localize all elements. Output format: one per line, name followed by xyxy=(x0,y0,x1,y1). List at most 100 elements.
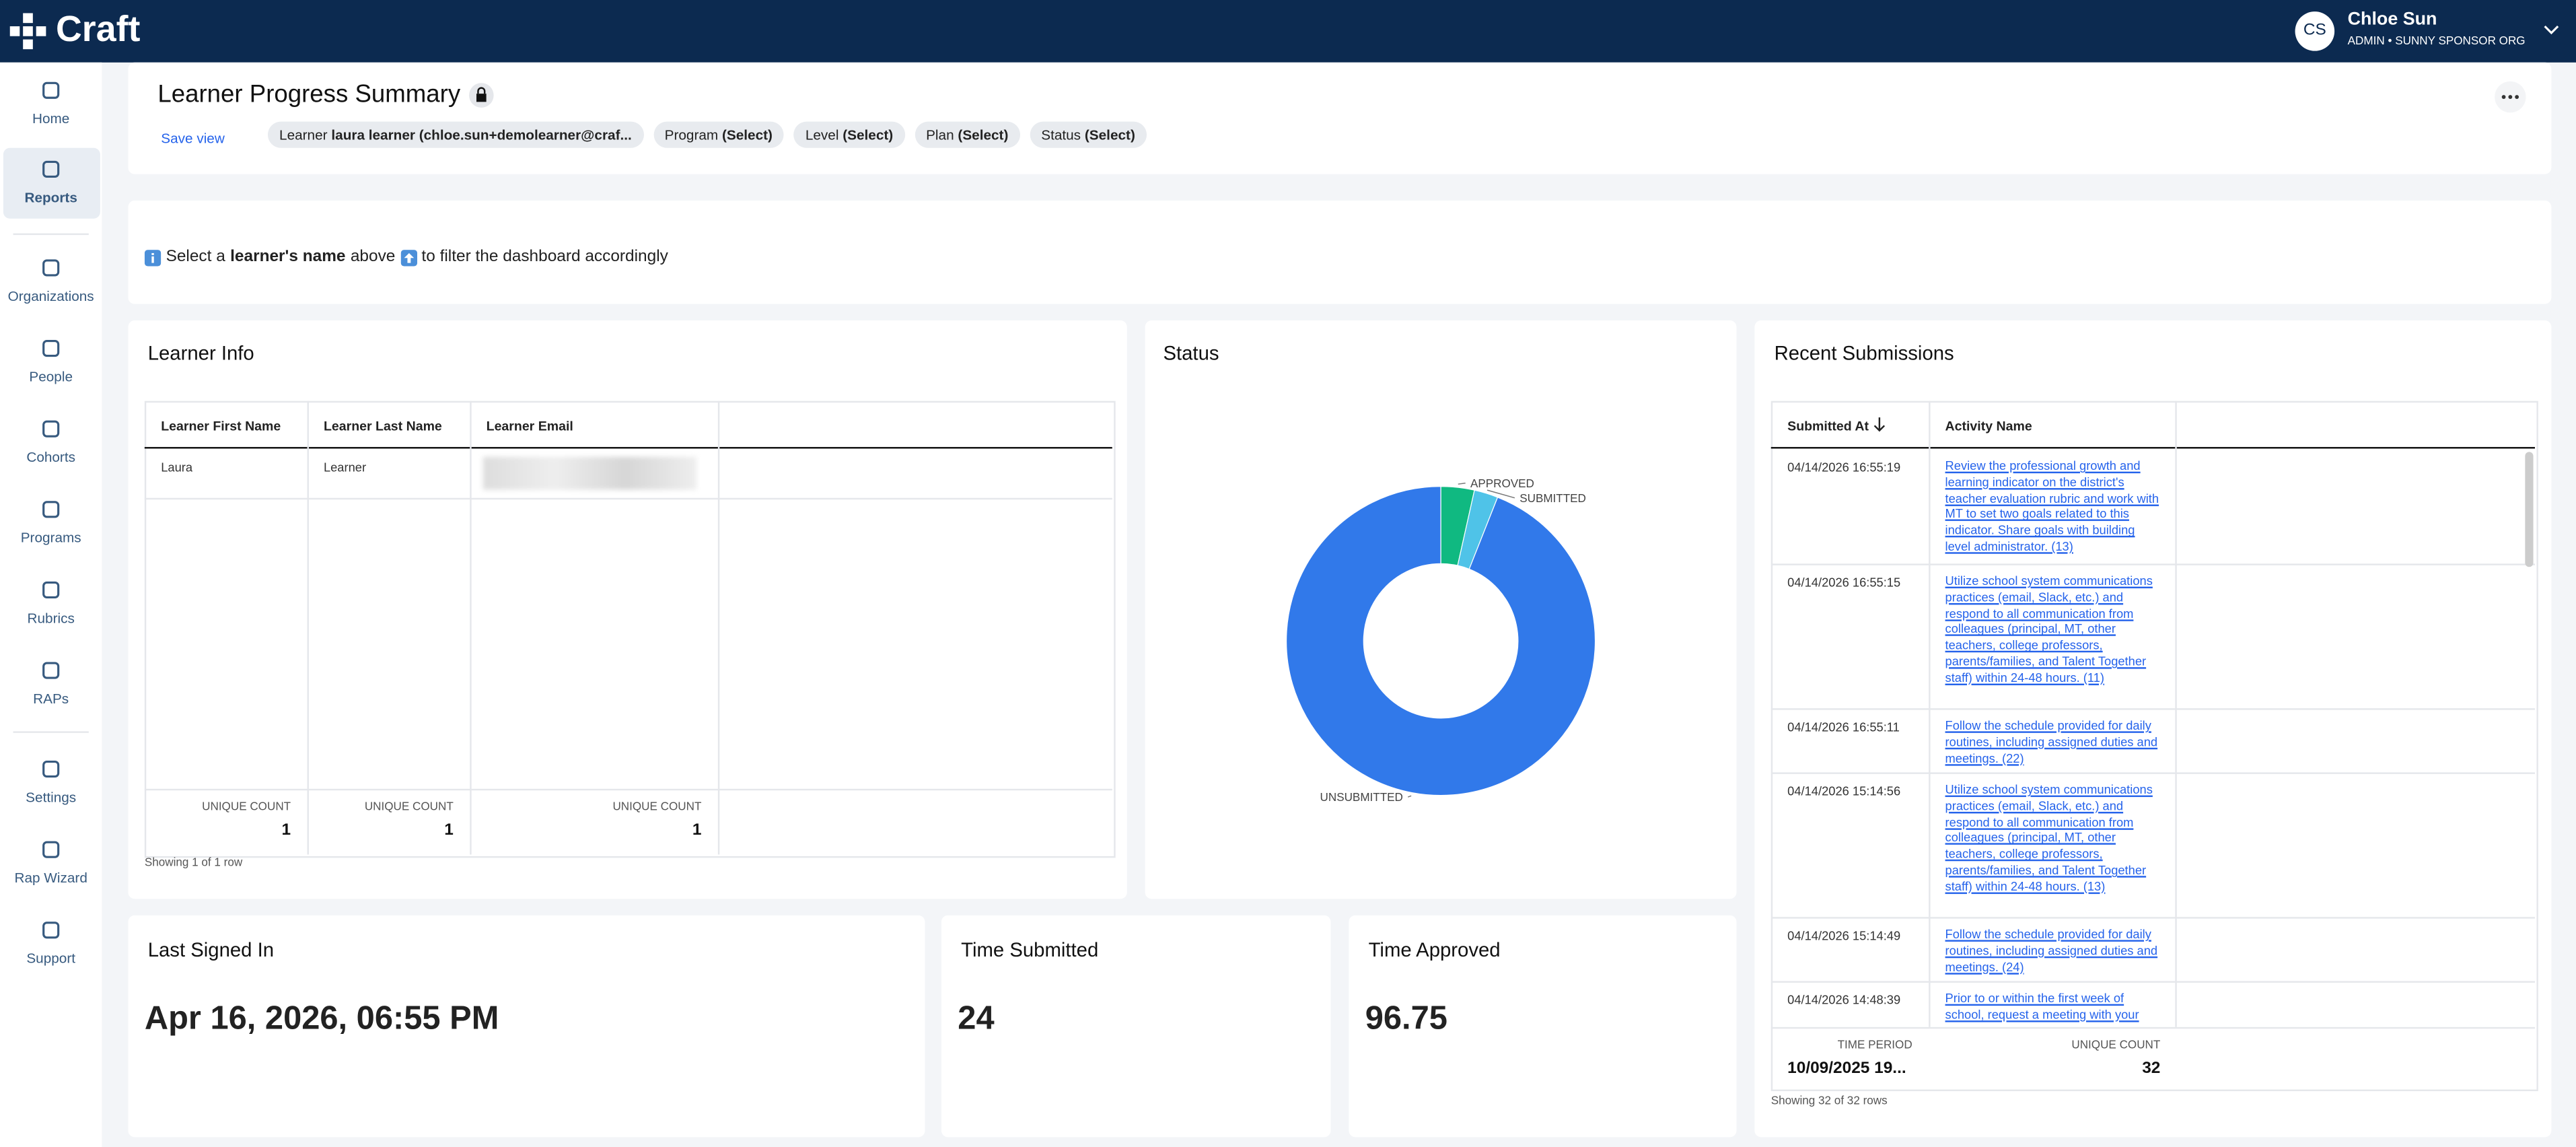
footer-value: 1 xyxy=(281,821,291,840)
cell: 04/14/2026 16:55:19 xyxy=(1787,460,1901,475)
row-rule xyxy=(1770,772,2535,774)
nav-item[interactable]: RAPs xyxy=(33,690,69,707)
kpi-value: 24 xyxy=(958,1000,995,1037)
column-header[interactable]: Submitted At xyxy=(1787,419,1869,434)
last-signed-in-card: Last Signed In Apr 16, 2026, 06:55 PM xyxy=(128,915,925,1138)
card-title: Learner Info xyxy=(147,341,254,365)
col-rule xyxy=(1929,401,1931,1027)
nav-item[interactable]: Reports xyxy=(24,188,77,206)
cell: 04/14/2026 15:14:49 xyxy=(1787,928,1901,944)
info-icon xyxy=(144,248,162,266)
cell: 04/14/2026 14:48:39 xyxy=(1787,992,1901,1008)
icon-shape xyxy=(42,581,60,599)
icon-shape xyxy=(42,922,60,939)
user-menu-caret[interactable] xyxy=(2543,25,2559,38)
filter-chip[interactable]: Program (Select) xyxy=(653,121,785,148)
top-bar: Craft CS Chloe Sun ADMIN • SUNNY SPONSOR… xyxy=(0,0,2576,63)
row-rule xyxy=(1770,981,2535,983)
slice-label: UNSUBMITTED xyxy=(1320,791,1403,804)
column-header[interactable]: Learner Email xyxy=(486,419,573,434)
footer-value: 32 xyxy=(2142,1059,2161,1078)
filter-value: laura learner (chloe.sun+demolearner@cra… xyxy=(331,126,632,143)
donut-slice xyxy=(1285,486,1596,796)
activity-link[interactable]: Utilize school system communications pra… xyxy=(1945,782,2153,894)
activity-link[interactable]: Prior to or within the first week of sch… xyxy=(1945,991,2139,1022)
nav-item[interactable]: Organizations xyxy=(7,287,94,304)
row-count: Showing 32 of 32 rows xyxy=(1770,1096,1888,1108)
scrollbar xyxy=(2525,452,2534,567)
nav-icon xyxy=(42,259,60,277)
activity-link[interactable]: Utilize school system communications pra… xyxy=(1945,574,2153,685)
table-frame xyxy=(1770,401,2538,1092)
row-rule xyxy=(144,788,1112,791)
nav-icon xyxy=(42,760,60,778)
filter-bar: Learner laura learner (chloe.sun+demolea… xyxy=(267,121,1147,148)
slice-label: SUBMITTED xyxy=(1519,492,1586,505)
notice-text: Select a xyxy=(166,248,225,267)
filter-chip[interactable]: Status (Select) xyxy=(1030,121,1147,148)
col-rule xyxy=(717,401,720,855)
table-body: 04/14/2026 16:55:19 Review the profession… xyxy=(1770,448,2535,1027)
user-role: ADMIN • SUNNY SPONSOR ORG xyxy=(2347,36,2526,48)
nav-item[interactable]: Programs xyxy=(20,529,81,546)
nav-item[interactable]: Support xyxy=(26,950,76,967)
filter-label: Plan xyxy=(926,126,954,143)
nav-item[interactable]: Cohorts xyxy=(26,448,75,465)
avatar[interactable]: CS xyxy=(2295,11,2335,51)
icon-shape xyxy=(42,81,60,99)
learner-info-card: Learner Info Learner First Name Learner L… xyxy=(128,320,1127,899)
nav-item[interactable]: Rap Wizard xyxy=(14,869,87,886)
footer-value: 1 xyxy=(692,821,702,840)
activity-link[interactable]: Review the professional growth and learn… xyxy=(1945,458,2159,554)
card-title: Time Submitted xyxy=(961,938,1099,962)
nav-item[interactable]: Rubrics xyxy=(27,609,75,627)
footer-label: TIME PERIOD xyxy=(1837,1040,1912,1052)
nav-icon xyxy=(42,841,60,858)
filter-chip[interactable]: Learner laura learner (chloe.sun+demolea… xyxy=(267,121,643,148)
brand[interactable]: Craft xyxy=(56,8,141,50)
cell: Laura xyxy=(161,460,193,475)
row-rule xyxy=(144,497,1112,500)
kpi-value: Apr 16, 2026, 06:55 PM xyxy=(144,1000,499,1037)
filter-label: Learner xyxy=(279,126,328,143)
lock-icon[interactable] xyxy=(468,82,495,108)
nav-icon xyxy=(42,501,60,518)
filter-label: Level xyxy=(805,126,839,143)
sort-icon[interactable] xyxy=(1873,416,1886,432)
notice-card: Select a learner's name above to filter th… xyxy=(128,200,2552,304)
filter-chip[interactable]: Plan (Select) xyxy=(914,121,1020,148)
notice-text: to filter the dashboard accordingly xyxy=(421,248,668,267)
nav-item[interactable]: Settings xyxy=(26,788,77,806)
nav-item[interactable]: People xyxy=(29,368,73,385)
recent-submissions-card: Recent Submissions Submitted At Activity … xyxy=(1754,320,2552,1138)
column-header[interactable]: Learner Last Name xyxy=(323,419,442,434)
nav-divider xyxy=(13,731,89,733)
cell: Learner xyxy=(323,460,367,475)
redacted-email xyxy=(482,456,697,490)
user-name[interactable]: Chloe Sun xyxy=(2347,9,2437,30)
activity-link[interactable]: Follow the schedule provided for daily r… xyxy=(1945,718,2158,765)
activity-link[interactable]: Follow the schedule provided for daily r… xyxy=(1945,926,2158,974)
col-rule xyxy=(307,401,309,855)
more-button[interactable] xyxy=(2494,81,2527,114)
filter-chip[interactable]: Level (Select) xyxy=(793,121,905,148)
cell: 04/14/2026 15:14:56 xyxy=(1787,784,1901,799)
column-header[interactable]: Activity Name xyxy=(1945,419,2032,434)
save-view[interactable]: Save view xyxy=(161,129,225,147)
filter-value: (Select) xyxy=(722,126,773,143)
column-header[interactable]: Learner First Name xyxy=(161,419,281,434)
nav-icon xyxy=(42,420,60,438)
nav-icon xyxy=(42,662,60,679)
nav-item[interactable]: Home xyxy=(32,110,70,127)
nav-icon xyxy=(42,81,60,99)
table-frame xyxy=(144,401,1116,858)
leader-line xyxy=(1407,795,1412,798)
icon-shape xyxy=(42,662,60,679)
card-title: Time Approved xyxy=(1368,938,1501,962)
sidebar: Home Reports Organizations People Cohorts Pro… xyxy=(0,62,102,1147)
cell: 04/14/2026 16:55:15 xyxy=(1787,575,1901,590)
nav-icon xyxy=(42,339,60,357)
icon-shape xyxy=(42,420,60,438)
footer-label: UNIQUE COUNT xyxy=(364,802,454,814)
